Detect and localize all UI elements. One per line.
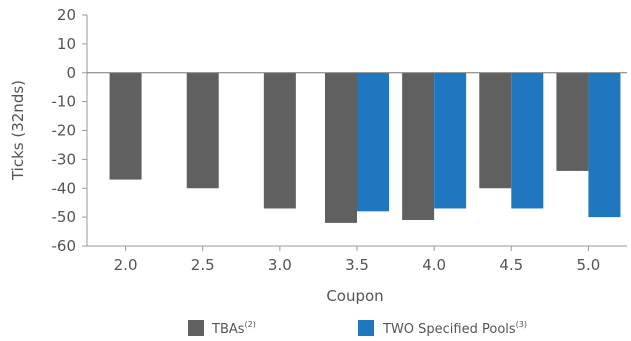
bar-tbas-4.5 (479, 72, 512, 189)
bars (109, 72, 621, 223)
x-tick-label: 2.5 (191, 256, 215, 274)
x-tick-label: 2.0 (114, 256, 138, 274)
y-tick-label: -40 (52, 179, 77, 197)
bar-tbas-2.0 (109, 72, 142, 180)
y-tick-label: 20 (57, 6, 76, 24)
y-tick-label: -10 (52, 93, 77, 111)
y-tick-label: 0 (66, 64, 76, 82)
bar-tbas-3.5 (325, 72, 357, 223)
legend-swatch-tbas (188, 320, 204, 336)
y-tick-label: 10 (57, 35, 76, 53)
y-tick-label: -60 (52, 237, 77, 255)
y-axis-title: Ticks (32nds) (9, 80, 27, 181)
legend-swatch-two-specified-pools (358, 320, 374, 336)
legend-label-tbas: TBAs(2) (211, 320, 256, 337)
y-tick-label: -30 (52, 150, 77, 168)
y-ticks: 20 10 0 -10 -20 -30 -40 -50 -60 (52, 6, 87, 255)
bar-two-specified-pools-4.0 (434, 72, 467, 209)
bar-tbas-5.0 (556, 72, 589, 171)
x-tick-label: 4.5 (499, 256, 523, 274)
x-axis-title: Coupon (326, 287, 383, 305)
x-tick-label: 5.0 (576, 256, 600, 274)
x-tick-label: 4.0 (422, 256, 446, 274)
legend-label-two-specified-pools: TWO Specified Pools(3) (382, 320, 527, 337)
x-ticks: 2.0 2.5 3.0 3.5 4.0 4.5 5.0 (114, 246, 600, 274)
bar-two-specified-pools-5.0 (588, 72, 621, 218)
bar-tbas-3.0 (263, 72, 296, 209)
bar-two-specified-pools-3.5 (357, 72, 389, 212)
y-tick-label: -20 (52, 122, 77, 140)
y-tick-label: -50 (52, 208, 77, 226)
bar-tbas-2.5 (186, 72, 219, 189)
bar-tbas-4.0 (402, 72, 435, 221)
x-tick-label: 3.0 (268, 256, 292, 274)
x-tick-label: 3.5 (345, 256, 369, 274)
legend: TBAs(2) TWO Specified Pools(3) (188, 320, 527, 337)
bar-two-specified-pools-4.5 (511, 72, 544, 209)
